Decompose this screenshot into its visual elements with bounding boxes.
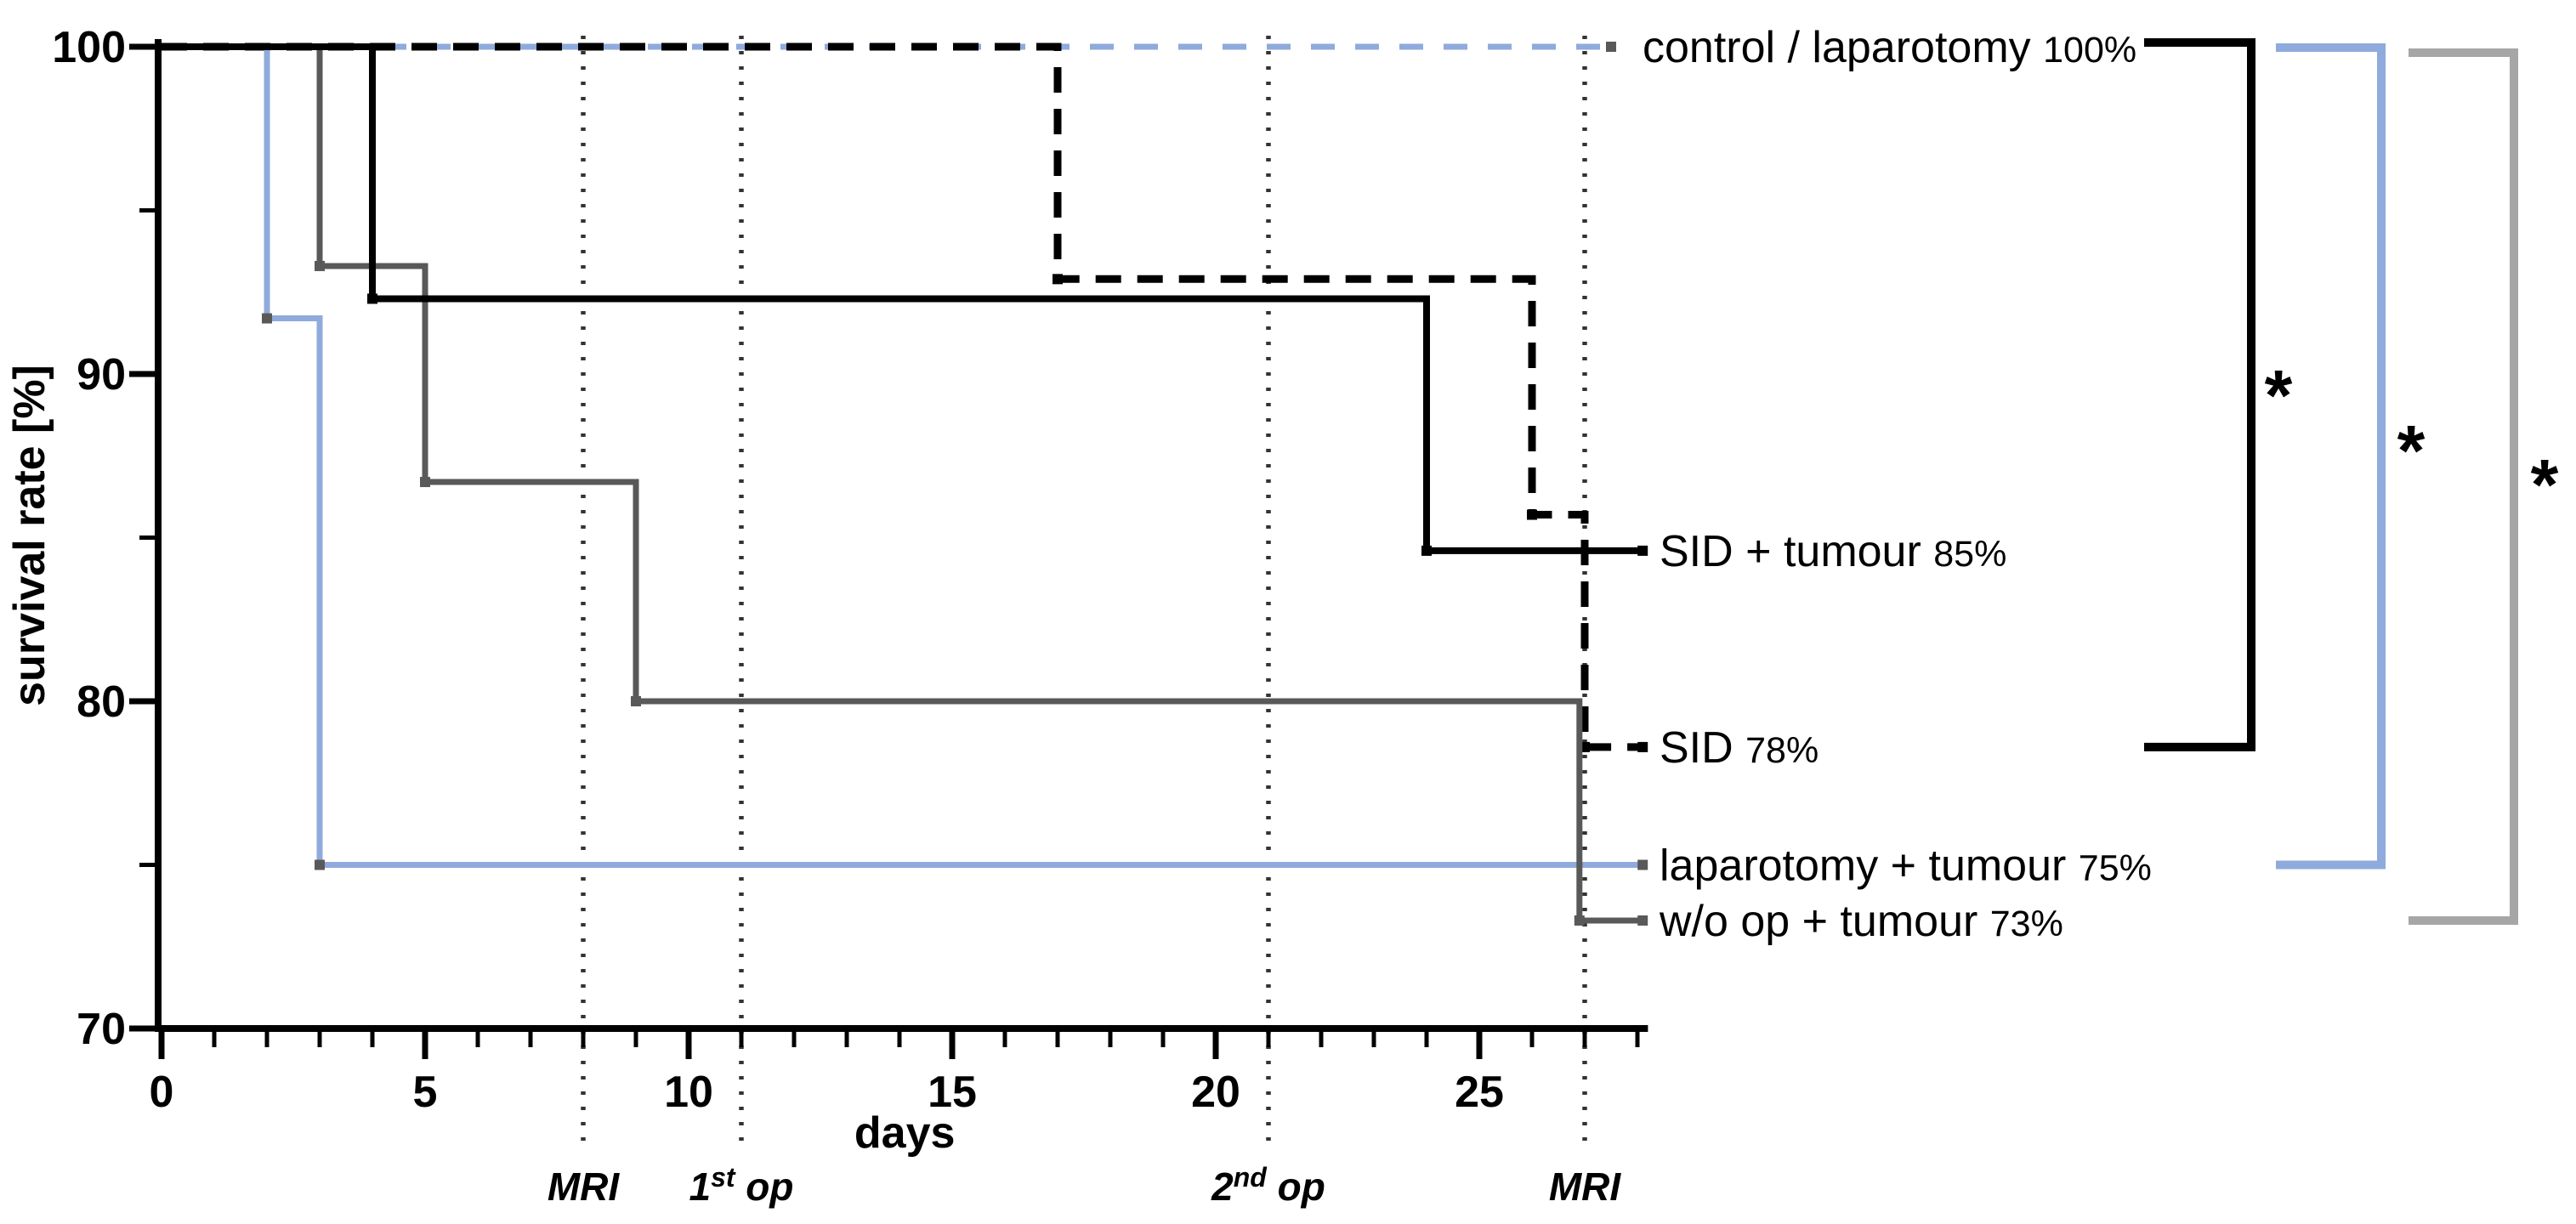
data-marker [1527, 509, 1537, 520]
data-marker [367, 293, 377, 304]
y-axis-title: survival rate [%] [5, 365, 54, 706]
y-tick-label: 80 [77, 677, 126, 727]
data-marker [1421, 545, 1432, 556]
data-marker [315, 260, 325, 271]
y-tick-label: 90 [77, 350, 126, 400]
significance-bracket-2 [2276, 43, 2386, 870]
curve-w-o-op-tumour [162, 43, 1643, 924]
event-label: MRI [1549, 1164, 1622, 1209]
event-label: 1st op [689, 1162, 793, 1209]
y-tick-label: 100 [52, 23, 126, 72]
data-marker [631, 696, 641, 706]
data-marker [1053, 274, 1063, 285]
x-tick-label: 20 [1191, 1068, 1240, 1117]
x-tick-label: 15 [928, 1068, 977, 1117]
event-label: 2nd op [1211, 1162, 1325, 1209]
curve-label-sid: SID 78% [1660, 723, 1819, 773]
data-marker [1606, 42, 1616, 52]
x-tick-label: 10 [664, 1068, 713, 1117]
x-tick-label: 0 [150, 1068, 174, 1117]
x-axis-title: days [854, 1108, 956, 1158]
curve-label-w-o-op-tumour: w/o op + tumour 73% [1659, 897, 2063, 946]
significance-star-1: * [2265, 355, 2293, 435]
curve-label-laparotomy-tumour: laparotomy + tumour 75% [1660, 842, 2152, 891]
x-tick-label: 5 [413, 1068, 438, 1117]
y-tick-label: 70 [77, 1005, 126, 1054]
significance-bracket-1 [2144, 38, 2255, 751]
curve-laparotomy-tumour [162, 43, 1643, 868]
data-marker [420, 477, 430, 488]
curve-sid [162, 42, 1643, 751]
data-marker [1574, 915, 1585, 926]
significance-bracket-3 [2409, 48, 2518, 925]
data-marker [1637, 741, 1648, 752]
data-marker [1637, 915, 1648, 926]
data-marker [315, 859, 325, 870]
significance-star-3: * [2531, 445, 2559, 524]
data-marker [1637, 545, 1648, 556]
event-label: MRI [548, 1164, 621, 1209]
x-tick-label: 25 [1455, 1068, 1504, 1117]
data-marker [262, 313, 272, 324]
curve-sid-tumour [162, 43, 1643, 554]
data-marker [1637, 859, 1648, 870]
curve-label-sid-tumour: SID + tumour 85% [1660, 527, 2006, 576]
curve-label-control-laparotomy: control / laparotomy 100% [1643, 23, 2136, 72]
significance-star-2: * [2397, 411, 2426, 490]
